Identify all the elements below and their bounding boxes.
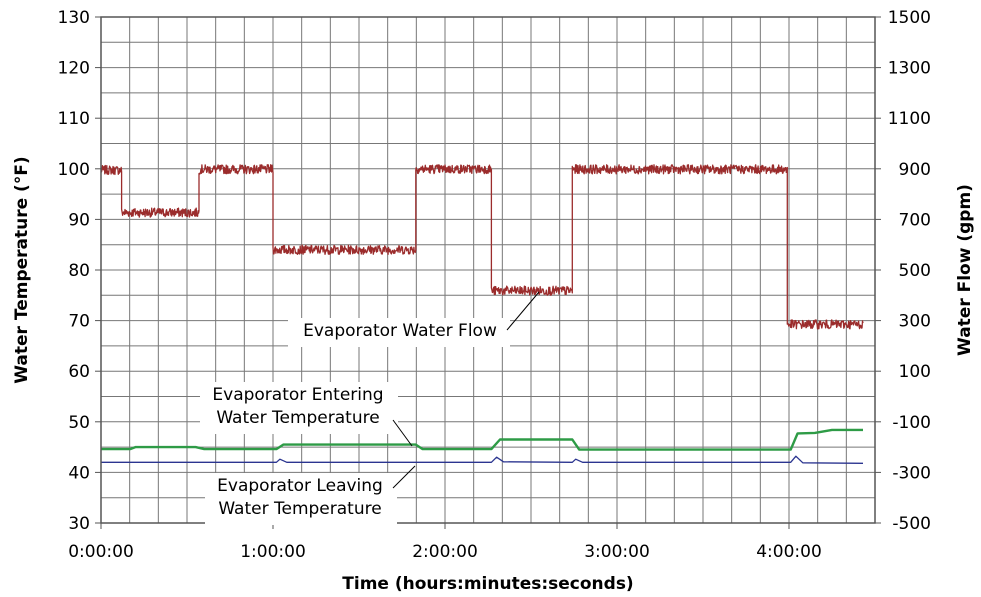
y2-tick-label: 500 — [899, 261, 931, 281]
y-tick-label: 120 — [58, 59, 90, 79]
annotation-entering-water-temperature: Evaporator Entering — [212, 385, 383, 405]
y2-tick-label: 100 — [899, 362, 931, 382]
x-tick-label: 4:00:00 — [756, 542, 822, 562]
y2-tick-label: 1300 — [888, 59, 931, 79]
x-tick-label: 3:00:00 — [584, 542, 650, 562]
y-tick-label: 70 — [68, 312, 90, 332]
annotation-evaporator-water-flow: Evaporator Water Flow — [303, 321, 497, 341]
y2-tick-label: 900 — [899, 160, 931, 180]
annotations: Evaporator Water Flow Evaporator Entering… — [200, 291, 540, 525]
x-tick-label: 0:00:00 — [68, 542, 134, 562]
series-leaving-water-temperature — [101, 455, 864, 464]
y-tick-label: 80 — [68, 261, 90, 281]
grid — [101, 17, 875, 523]
annotation-leader-line — [392, 419, 413, 447]
y2-tick-label: 1100 — [888, 109, 931, 129]
y2-axis-title: Water Flow (gpm) — [955, 184, 975, 356]
y2-tick-label: -500 — [892, 514, 931, 534]
y2-tick-label: -300 — [892, 463, 931, 483]
y-tick-label: 90 — [68, 210, 90, 230]
annotation-evaporator-water-flow-background — [288, 318, 510, 347]
annotation-leaving-water-temperature: Evaporator Leaving — [217, 476, 383, 496]
x-tick-label: 1:00:00 — [240, 542, 306, 562]
y2-tick-label: 1500 — [888, 8, 931, 28]
annotation-leaving-water-temperature: Water Temperature — [218, 499, 381, 519]
x-tick-label: 2:00:00 — [412, 542, 478, 562]
annotation-entering-water-temperature: Water Temperature — [216, 408, 379, 428]
y-tick-label: 100 — [58, 160, 90, 180]
annotation-leaving-water-temperature-background — [205, 473, 397, 525]
y2-tick-label: -100 — [892, 413, 931, 433]
annotation-leader-line — [506, 291, 540, 331]
annotation-leader-line — [392, 465, 416, 489]
series-layer — [100, 164, 864, 464]
series-entering-water-temperature — [101, 428, 863, 451]
x-axis-title: Time (hours:minutes:seconds) — [342, 574, 633, 594]
y-tick-label: 50 — [68, 413, 90, 433]
y-tick-label: 40 — [68, 463, 90, 483]
y-tick-label: 110 — [58, 109, 90, 129]
annotation-entering-water-temperature-background — [200, 382, 398, 434]
series-evaporator-water-flow — [100, 164, 864, 330]
y-tick-label: 60 — [68, 362, 90, 382]
tick-labels: 30 40 50 60 70 80 90 100 110 120 130 -500 -300 -100 10… — [58, 8, 931, 562]
y-axis-title: Water Temperature (°F) — [12, 156, 32, 383]
y-tick-label: 130 — [58, 8, 90, 28]
y2-tick-label: 300 — [899, 312, 931, 332]
y2-tick-label: 700 — [899, 210, 931, 230]
y-tick-label: 30 — [68, 514, 90, 534]
